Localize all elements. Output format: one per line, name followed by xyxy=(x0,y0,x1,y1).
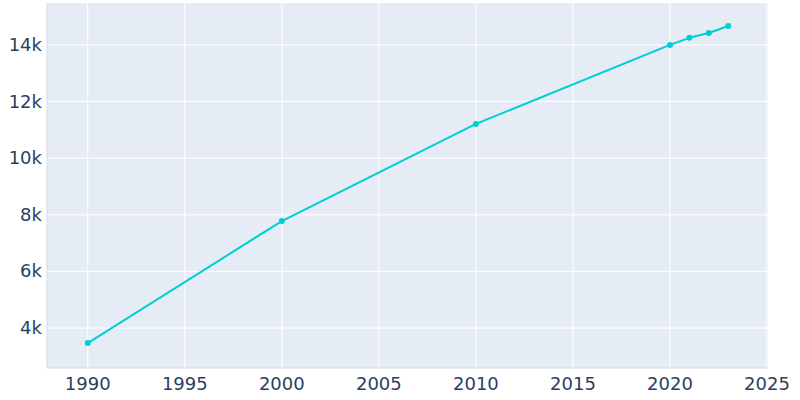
point xyxy=(667,42,673,48)
y-tick-label: 10k xyxy=(9,147,43,168)
plot-area xyxy=(47,3,768,368)
y-grid-line xyxy=(47,44,768,45)
x-grid-line xyxy=(475,3,476,368)
x-tick-label: 2015 xyxy=(550,373,596,394)
point xyxy=(706,30,712,36)
x-grid-line xyxy=(378,3,379,368)
x-grid-line xyxy=(669,3,670,368)
x-grid-line xyxy=(281,3,282,368)
x-tick-label: 2000 xyxy=(259,373,305,394)
x-grid-line xyxy=(87,3,88,368)
x-grid-line xyxy=(572,3,573,368)
y-tick-label: 12k xyxy=(9,91,43,112)
y-tick-label: 6k xyxy=(20,260,42,281)
y-grid-line xyxy=(47,271,768,272)
point xyxy=(686,35,692,41)
line xyxy=(88,26,728,343)
y-tick-label: 8k xyxy=(20,204,42,225)
x-tick-label: 1990 xyxy=(65,373,111,394)
y-tick-label: 4k xyxy=(20,317,42,338)
x-grid-line xyxy=(184,3,185,368)
series xyxy=(85,23,731,346)
y-grid-line xyxy=(47,214,768,215)
chart: 1990 1995 2000 2005 2010 2015 2020 2025 4k 6k 8k 10… xyxy=(0,0,800,400)
point xyxy=(85,340,91,346)
point xyxy=(473,121,479,127)
y-tick-label: 14k xyxy=(9,34,43,55)
x-tick-label: 2025 xyxy=(744,373,790,394)
y-grid-line xyxy=(47,101,768,102)
y-grid-line xyxy=(47,328,768,329)
point xyxy=(725,23,731,29)
x-tick-label: 1995 xyxy=(162,373,208,394)
x-grid-line xyxy=(767,3,768,368)
point xyxy=(279,218,285,224)
grid xyxy=(47,3,768,368)
x-tick-label: 2020 xyxy=(647,373,693,394)
tick-labels: 1990 1995 2000 2005 2010 2015 2020 2025 4k 6k 8k 10… xyxy=(9,34,790,394)
x-axis-line xyxy=(47,368,768,369)
x-tick-label: 2005 xyxy=(356,373,402,394)
y-axis-line xyxy=(47,3,48,368)
x-tick-label: 2010 xyxy=(453,373,499,394)
